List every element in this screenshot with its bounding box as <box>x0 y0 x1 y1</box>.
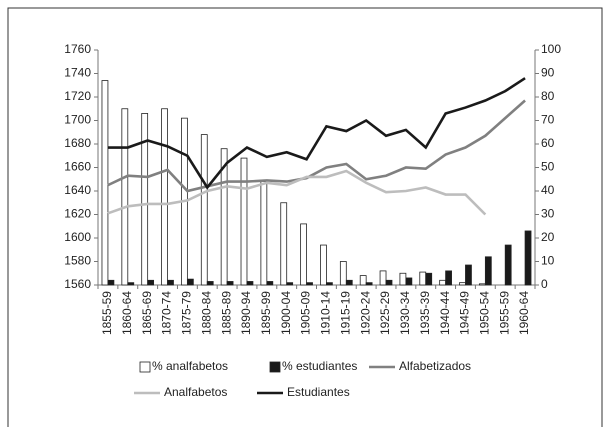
x-tick-label: 1910-14 <box>319 291 333 335</box>
bar <box>127 282 135 286</box>
bar <box>220 148 228 286</box>
bar <box>345 279 353 286</box>
bar <box>445 270 452 286</box>
bar <box>465 264 472 286</box>
bar <box>141 113 149 286</box>
bar <box>226 281 234 286</box>
x-tick-label: 1915-19 <box>338 291 352 335</box>
bar <box>359 275 367 286</box>
y-tick-label: 1660 <box>64 160 91 174</box>
y-tick-label: 1640 <box>64 183 91 197</box>
x-tick-label: 1950-54 <box>478 291 492 335</box>
bar <box>107 279 115 286</box>
line <box>107 99 526 193</box>
bar <box>439 279 447 286</box>
bar <box>147 279 155 286</box>
bar <box>161 108 168 286</box>
y-tick-label: 1680 <box>64 136 91 150</box>
y2-tick-label: 50 <box>541 160 555 174</box>
bar <box>365 282 373 286</box>
x-tick-label: 1860-64 <box>120 291 134 335</box>
x-tick-label: 1885-89 <box>219 291 233 335</box>
x-tick-label: 1940-44 <box>438 291 452 335</box>
bar <box>101 80 109 286</box>
y-tick-label: 1620 <box>64 207 91 221</box>
legend-swatch <box>269 361 281 373</box>
y2-tick-label: 70 <box>541 113 555 127</box>
y2-tick-label: 90 <box>541 66 555 80</box>
x-tick-label: 1890-94 <box>239 291 253 335</box>
bar <box>405 277 413 286</box>
x-tick-label: 1930-34 <box>398 291 412 335</box>
bar <box>484 256 492 286</box>
bar <box>459 282 466 286</box>
y-tick-label: 1720 <box>64 89 91 103</box>
line <box>107 77 526 190</box>
bar <box>524 230 532 286</box>
y-tick-label: 1580 <box>64 254 91 268</box>
legend-label: Alfabetizados <box>399 359 471 373</box>
y2-tick-label: 100 <box>541 42 561 56</box>
bar <box>339 261 347 286</box>
bar <box>399 272 407 286</box>
bar <box>306 282 313 286</box>
y2-tick-label: 0 <box>541 277 548 291</box>
x-tick-label: 1855-59 <box>100 291 114 335</box>
legend-swatch <box>139 361 151 373</box>
bar <box>286 282 294 286</box>
bar <box>200 134 208 286</box>
y2-tick-label: 10 <box>541 254 555 268</box>
y-tick-label: 1740 <box>64 66 91 80</box>
y-tick-label: 1760 <box>64 42 91 56</box>
bar <box>121 108 129 286</box>
x-tick-label: 1945-49 <box>458 291 472 335</box>
bar <box>167 279 174 286</box>
x-tick-label: 1880-84 <box>199 291 213 335</box>
bar <box>240 157 248 286</box>
x-tick-label: 1960-64 <box>517 291 531 335</box>
legend-label: Analfabetos <box>164 385 227 399</box>
bar <box>186 278 194 286</box>
x-tick-label: 1900-04 <box>279 291 293 335</box>
y2-tick-label: 80 <box>541 89 555 103</box>
legend-label: % estudiantes <box>282 359 357 373</box>
y-tick-label: 1700 <box>64 113 91 127</box>
x-tick-label: 1905-09 <box>299 291 313 335</box>
x-tick-label: 1870-74 <box>160 291 174 335</box>
bar <box>280 202 288 286</box>
legend-label: Estudiantes <box>287 385 350 399</box>
bar <box>260 181 268 286</box>
bar <box>206 281 214 286</box>
x-tick-label: 1920-24 <box>358 291 372 335</box>
x-tick-label: 1865-69 <box>140 291 154 335</box>
x-tick-label: 1955-59 <box>497 291 511 335</box>
bar <box>300 223 307 286</box>
y-tick-label: 1600 <box>64 230 91 244</box>
y2-tick-label: 30 <box>541 207 555 221</box>
line <box>107 169 487 216</box>
y2-tick-label: 20 <box>541 230 555 244</box>
legend-label: % analfabetos <box>152 359 228 373</box>
bar <box>326 282 333 286</box>
bar <box>504 244 512 286</box>
bar <box>425 272 433 286</box>
y-tick-label: 1560 <box>64 277 91 291</box>
bar <box>246 281 254 286</box>
bar <box>320 244 327 286</box>
x-tick-label: 1925-29 <box>378 291 392 335</box>
bar <box>385 279 393 286</box>
x-tick-label: 1895-99 <box>259 291 273 335</box>
x-tick-label: 1935-39 <box>418 291 432 335</box>
y2-tick-label: 40 <box>541 183 555 197</box>
bar <box>379 270 387 286</box>
bar <box>266 281 274 286</box>
bar <box>419 271 427 286</box>
bar <box>478 283 486 286</box>
x-tick-label: 1875-79 <box>180 291 194 335</box>
y2-tick-label: 60 <box>541 136 555 150</box>
chart-frame <box>7 7 603 427</box>
